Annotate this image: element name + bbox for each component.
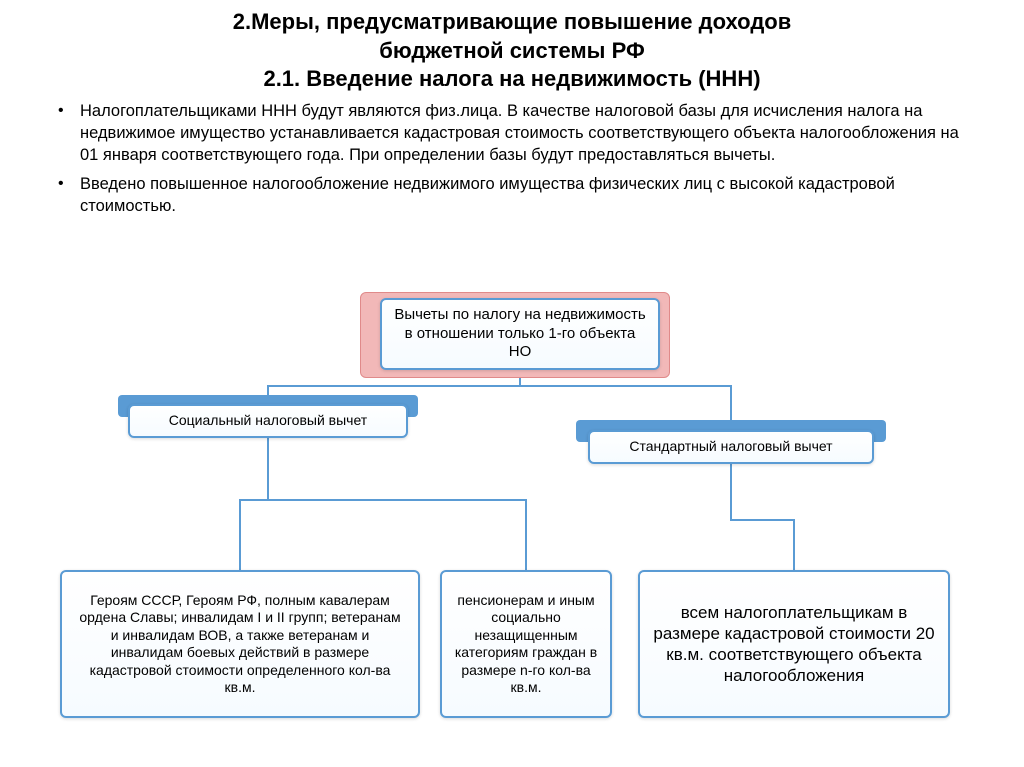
- bullet-item: Налогоплательщиками ННН будут являются ф…: [80, 100, 974, 167]
- root-node: Вычеты по налогу на недвижимость в отнош…: [380, 298, 660, 370]
- mid-node-social: Социальный налоговый вычет: [128, 404, 408, 438]
- title-line-2: бюджетной системы РФ: [40, 37, 984, 66]
- leaf-node-heroes: Героям СССР, Героям РФ, полным кавалерам…: [60, 570, 420, 718]
- leaf-node-pensioners: пенсионерам и иным социально незащищенны…: [440, 570, 612, 718]
- leaf-node-all: всем налогоплательщикам в размере кадаст…: [638, 570, 950, 718]
- mid-node-standard: Стандартный налоговый вычет: [588, 430, 874, 464]
- bullet-list: Налогоплательщиками ННН будут являются ф…: [0, 94, 1024, 227]
- title-line-1: 2.Меры, предусматривающие повышение дохо…: [40, 8, 984, 37]
- bullet-item: Введено повышенное налогообложение недви…: [80, 173, 974, 218]
- title-line-3: 2.1. Введение налога на недвижимость (НН…: [40, 65, 984, 94]
